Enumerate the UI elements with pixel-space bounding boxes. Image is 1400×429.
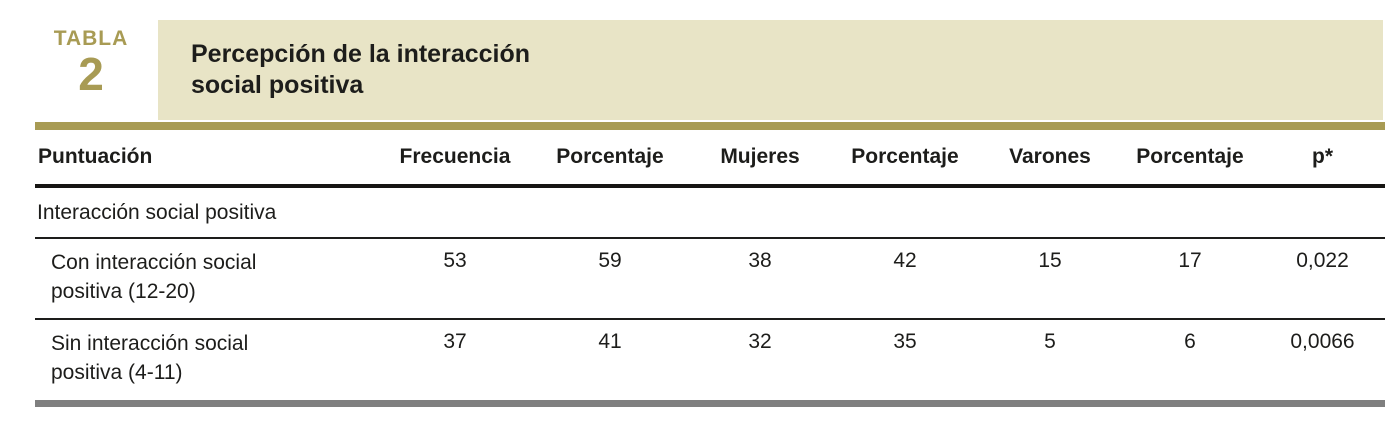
row-label: Sin interacción social positiva (4-11) [35, 319, 380, 404]
section-header-label: Interacción social positiva [35, 186, 1385, 239]
table-header-row: Puntuación Frecuencia Porcentaje Mujeres… [35, 130, 1385, 188]
data-table: Puntuación Frecuencia Porcentaje Mujeres… [35, 130, 1385, 404]
table-label-word: TABLA [53, 27, 129, 50]
cell-p-value: 0,0066 [1290, 330, 1355, 353]
table-number-label: TABLA 2 [35, 28, 147, 97]
cell-frecuencia: 37 [443, 330, 467, 353]
cell-frecuencia: 53 [380, 238, 530, 320]
column-header-varones: Varones [980, 130, 1120, 188]
cell-p-value: 0,022 [1260, 238, 1385, 320]
cell-porcentaje-varones: 6 [1184, 330, 1196, 353]
cell-porcentaje-mujeres: 42 [830, 238, 980, 320]
cell-porcentaje-varones: 17 [1120, 238, 1260, 320]
title-band: Percepción de la interacción social posi… [158, 20, 1383, 120]
cell-mujeres: 32 [748, 330, 772, 353]
table-bottom-rule [35, 400, 1385, 407]
column-header-mujeres: Mujeres [690, 130, 830, 188]
table-title: Percepción de la interacción social posi… [191, 39, 1383, 101]
section-header-row: Interacción social positiva [35, 186, 1385, 239]
column-header-p-value: p* [1260, 130, 1385, 188]
column-header-puntuacion: Puntuación [35, 130, 380, 188]
table-row: Sin interacción social positiva (4-11) 3… [35, 319, 1385, 404]
cell-mujeres: 38 [690, 238, 830, 320]
table-title-line-1: Percepción de la interacción [191, 40, 531, 68]
cell-porcentaje-total: 59 [530, 238, 690, 320]
column-header-frecuencia: Frecuencia [380, 130, 530, 188]
gold-rule-divider [35, 122, 1385, 130]
cell-porcentaje-mujeres: 35 [893, 330, 917, 353]
row-label: Con interacción social positiva (12-20) [35, 238, 380, 320]
row-label-line-2: positiva (4-11) [51, 360, 183, 384]
table-row: Con interacción social positiva (12-20) … [35, 238, 1385, 320]
table-label-number: 2 [78, 48, 104, 100]
row-label-line-1: Sin interacción social [51, 332, 249, 355]
data-table-container: Puntuación Frecuencia Porcentaje Mujeres… [35, 130, 1385, 404]
row-label-line-1: Con interacción social [51, 251, 257, 274]
column-header-porcentaje-varones: Porcentaje [1120, 130, 1260, 188]
cell-varones: 5 [1044, 330, 1056, 353]
cell-porcentaje-total: 41 [598, 330, 622, 353]
table-title-line-2: social positiva [191, 71, 364, 99]
row-label-line-2: positiva (12-20) [51, 279, 196, 303]
cell-varones: 15 [980, 238, 1120, 320]
column-header-porcentaje-mujeres: Porcentaje [830, 130, 980, 188]
column-header-porcentaje-total: Porcentaje [530, 130, 690, 188]
